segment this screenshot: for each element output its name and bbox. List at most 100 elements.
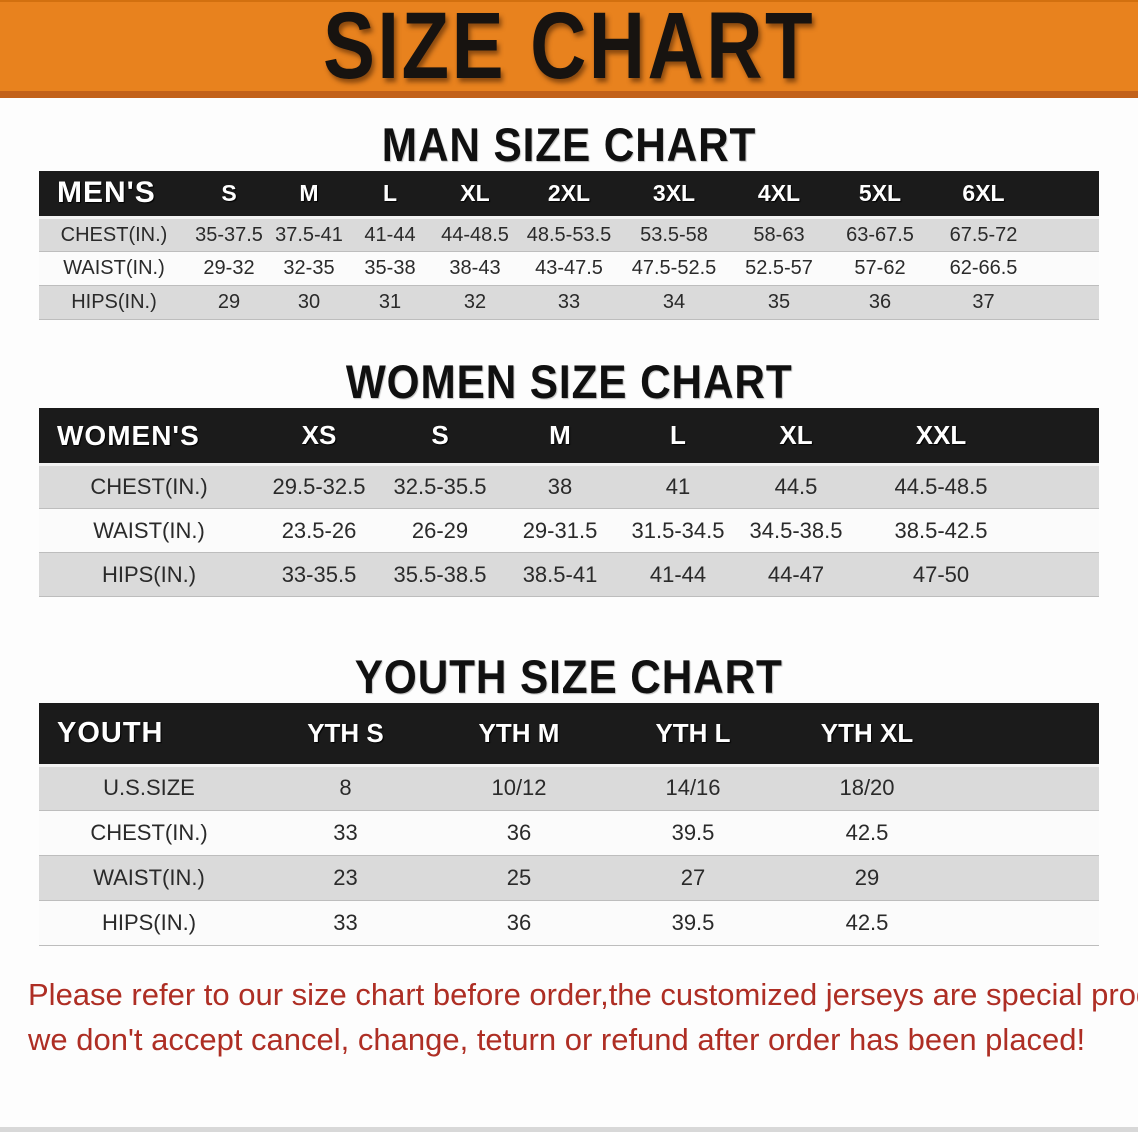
- col-header: M: [501, 407, 619, 467]
- banner-title: SIZE CHART: [323, 0, 815, 99]
- col-header: XS: [259, 407, 379, 467]
- col-header: 3XL: [619, 170, 729, 220]
- cell: 8: [259, 765, 432, 811]
- cell: 67.5-72: [931, 217, 1036, 253]
- youth-section-heading: YOUTH SIZE CHART: [0, 651, 1138, 703]
- col-header: 2XL: [519, 170, 619, 220]
- cell: 53.5-58: [619, 217, 729, 253]
- women-header-row: WOMEN'S XS S M L XL XXL: [39, 407, 1099, 467]
- women-section-heading: WOMEN SIZE CHART: [0, 356, 1138, 408]
- row-label: HIPS(IN.): [39, 552, 259, 598]
- cell: 36: [432, 810, 606, 856]
- cell: 29: [780, 855, 954, 901]
- spacer-cell: [1027, 407, 1099, 467]
- women-size-table: WOMEN'S XS S M L XL XXL CHEST(IN.) 29.5-…: [39, 407, 1099, 598]
- women-section-heading-text: WOMEN SIZE CHART: [345, 355, 793, 409]
- cell: 23: [259, 855, 432, 901]
- youth-header-row: YOUTH YTH S YTH M YTH L YTH XL: [39, 703, 1099, 767]
- cell: 27: [606, 855, 780, 901]
- col-header: YTH L: [606, 703, 780, 767]
- cell: 42.5: [780, 810, 954, 856]
- cell: 38-43: [431, 251, 519, 287]
- women-row-hips: HIPS(IN.) 33-35.5 35.5-38.5 38.5-41 41-4…: [39, 552, 1099, 598]
- col-header: 4XL: [729, 170, 829, 220]
- cell: 32-35: [269, 251, 349, 287]
- cell: 47.5-52.5: [619, 251, 729, 287]
- cell: 52.5-57: [729, 251, 829, 287]
- cell: 31: [349, 285, 431, 321]
- cell: 31.5-34.5: [619, 508, 737, 554]
- col-header: XXL: [855, 407, 1027, 467]
- spacer-cell: [954, 855, 1099, 901]
- cell: 41: [619, 464, 737, 510]
- cell: 36: [432, 900, 606, 946]
- men-row-hips: HIPS(IN.) 29 30 31 32 33 34 35 36 37: [39, 285, 1099, 321]
- cell: 43-47.5: [519, 251, 619, 287]
- row-label: CHEST(IN.): [39, 217, 189, 253]
- col-header: 6XL: [931, 170, 1036, 220]
- row-label: WAIST(IN.): [39, 508, 259, 554]
- cell: 37.5-41: [269, 217, 349, 253]
- spacer-cell: [954, 810, 1099, 856]
- cell: 48.5-53.5: [519, 217, 619, 253]
- cell: 38: [501, 464, 619, 510]
- row-label: U.S.SIZE: [39, 765, 259, 811]
- men-row-chest: CHEST(IN.) 35-37.5 37.5-41 41-44 44-48.5…: [39, 217, 1099, 253]
- youth-row-hips: HIPS(IN.) 33 36 39.5 42.5: [39, 900, 1099, 946]
- col-header: L: [349, 170, 431, 220]
- spacer-cell: [954, 703, 1099, 767]
- cell: 35.5-38.5: [379, 552, 501, 598]
- spacer-cell: [1036, 251, 1099, 287]
- cell: 36: [829, 285, 931, 321]
- cell: 38.5-42.5: [855, 508, 1027, 554]
- row-label: CHEST(IN.): [39, 464, 259, 510]
- cell: 33: [519, 285, 619, 321]
- col-header: S: [189, 170, 269, 220]
- cell: 47-50: [855, 552, 1027, 598]
- cell: 35-37.5: [189, 217, 269, 253]
- footer-warning-line2: we don't accept cancel, change, teturn o…: [28, 1021, 1086, 1057]
- cell: 39.5: [606, 900, 780, 946]
- spacer-cell: [1036, 170, 1099, 220]
- spacer-cell: [1036, 217, 1099, 253]
- col-header: S: [379, 407, 501, 467]
- cell: 57-62: [829, 251, 931, 287]
- cell: 32: [431, 285, 519, 321]
- men-header-row: MEN'S S M L XL 2XL 3XL 4XL 5XL 6XL: [39, 170, 1099, 220]
- men-section-heading-text: MAN SIZE CHART: [381, 118, 757, 171]
- cell: 26-29: [379, 508, 501, 554]
- spacer-cell: [954, 900, 1099, 946]
- footer-warning: Please refer to our size chart before or…: [24, 972, 1138, 1062]
- cell: 34: [619, 285, 729, 321]
- cell: 18/20: [780, 765, 954, 811]
- cell: 34.5-38.5: [737, 508, 855, 554]
- col-header: L: [619, 407, 737, 467]
- table-corner-label: MEN'S: [39, 170, 189, 220]
- cell: 25: [432, 855, 606, 901]
- cell: 62-66.5: [931, 251, 1036, 287]
- cell: 44-47: [737, 552, 855, 598]
- cell: 41-44: [619, 552, 737, 598]
- cell: 58-63: [729, 217, 829, 253]
- col-header: 5XL: [829, 170, 931, 220]
- cell: 32.5-35.5: [379, 464, 501, 510]
- col-header: XL: [431, 170, 519, 220]
- cell: 33-35.5: [259, 552, 379, 598]
- cell: 35-38: [349, 251, 431, 287]
- men-row-waist: WAIST(IN.) 29-32 32-35 35-38 38-43 43-47…: [39, 251, 1099, 287]
- cell: 29: [189, 285, 269, 321]
- women-row-chest: CHEST(IN.) 29.5-32.5 32.5-35.5 38 41 44.…: [39, 464, 1099, 510]
- cell: 63-67.5: [829, 217, 931, 253]
- spacer-cell: [1027, 552, 1099, 598]
- cell: 29.5-32.5: [259, 464, 379, 510]
- cell: 44.5-48.5: [855, 464, 1027, 510]
- cell: 39.5: [606, 810, 780, 856]
- cell: 29-32: [189, 251, 269, 287]
- cell: 44-48.5: [431, 217, 519, 253]
- cell: 42.5: [780, 900, 954, 946]
- women-row-waist: WAIST(IN.) 23.5-26 26-29 29-31.5 31.5-34…: [39, 508, 1099, 554]
- table-corner-label: YOUTH: [39, 703, 259, 767]
- col-header: YTH XL: [780, 703, 954, 767]
- cell: 35: [729, 285, 829, 321]
